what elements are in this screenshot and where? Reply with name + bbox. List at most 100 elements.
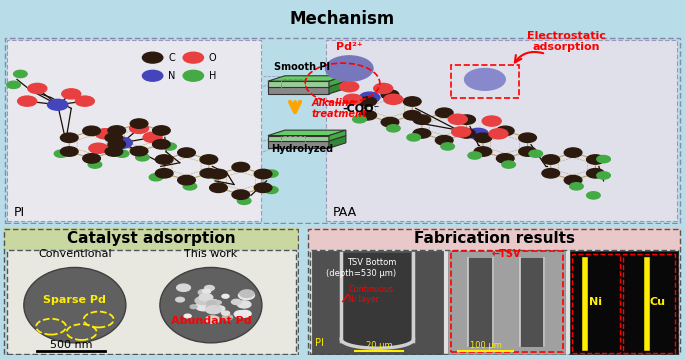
Circle shape bbox=[353, 116, 366, 123]
Polygon shape bbox=[268, 76, 346, 81]
Bar bbox=[307, 228, 682, 250]
Circle shape bbox=[214, 306, 225, 312]
Circle shape bbox=[115, 150, 129, 157]
Circle shape bbox=[210, 183, 227, 192]
Text: Hydrolyzed: Hydrolyzed bbox=[271, 144, 333, 154]
Circle shape bbox=[234, 311, 247, 317]
Circle shape bbox=[207, 300, 216, 306]
Circle shape bbox=[489, 129, 508, 139]
Circle shape bbox=[474, 133, 492, 143]
Circle shape bbox=[254, 169, 272, 179]
Circle shape bbox=[384, 94, 403, 104]
Circle shape bbox=[155, 169, 173, 178]
Circle shape bbox=[75, 96, 95, 106]
Bar bbox=[325, 40, 677, 222]
Polygon shape bbox=[329, 136, 346, 148]
Circle shape bbox=[502, 161, 515, 168]
Circle shape bbox=[163, 143, 176, 150]
Circle shape bbox=[143, 132, 162, 143]
Polygon shape bbox=[329, 130, 346, 141]
Circle shape bbox=[564, 176, 582, 185]
Circle shape bbox=[54, 150, 68, 157]
Circle shape bbox=[214, 300, 221, 304]
Circle shape bbox=[254, 183, 272, 192]
Circle shape bbox=[108, 126, 125, 135]
Text: 100 μm: 100 μm bbox=[470, 341, 501, 350]
Circle shape bbox=[407, 134, 421, 141]
Circle shape bbox=[153, 140, 170, 149]
Bar bbox=[451, 251, 562, 352]
Circle shape bbox=[413, 129, 431, 138]
Circle shape bbox=[564, 148, 582, 157]
Circle shape bbox=[149, 174, 163, 181]
Text: Continuous
Ni layer: Continuous Ni layer bbox=[348, 285, 393, 304]
Circle shape bbox=[202, 305, 212, 310]
Circle shape bbox=[183, 183, 197, 190]
Circle shape bbox=[211, 308, 219, 312]
Circle shape bbox=[183, 52, 203, 63]
Circle shape bbox=[199, 294, 213, 301]
Circle shape bbox=[464, 69, 506, 90]
Circle shape bbox=[177, 284, 190, 292]
Circle shape bbox=[238, 197, 251, 204]
Text: PAA: PAA bbox=[332, 206, 356, 219]
Text: Cu: Cu bbox=[649, 297, 666, 307]
Polygon shape bbox=[268, 141, 329, 148]
Bar bbox=[520, 258, 544, 346]
Text: PI: PI bbox=[315, 339, 324, 349]
Circle shape bbox=[340, 81, 359, 92]
Bar bbox=[282, 79, 306, 88]
Circle shape bbox=[62, 89, 81, 99]
Text: 500 nm: 500 nm bbox=[50, 340, 92, 350]
Circle shape bbox=[586, 155, 604, 164]
Circle shape bbox=[112, 137, 132, 148]
Polygon shape bbox=[329, 76, 346, 87]
Bar bbox=[3, 228, 299, 250]
Circle shape bbox=[183, 70, 203, 81]
Text: Conventional: Conventional bbox=[38, 249, 112, 259]
Circle shape bbox=[96, 129, 114, 139]
Circle shape bbox=[451, 127, 471, 137]
Circle shape bbox=[586, 169, 604, 178]
Circle shape bbox=[343, 94, 362, 104]
Circle shape bbox=[542, 155, 560, 164]
Circle shape bbox=[497, 154, 514, 163]
Polygon shape bbox=[329, 81, 346, 94]
Circle shape bbox=[232, 190, 249, 199]
Bar bbox=[451, 65, 519, 98]
Text: PI: PI bbox=[14, 206, 25, 219]
Circle shape bbox=[482, 116, 501, 126]
Bar bbox=[623, 254, 675, 353]
Text: H: H bbox=[209, 71, 216, 81]
Text: C: C bbox=[169, 53, 175, 63]
Circle shape bbox=[413, 115, 431, 124]
Circle shape bbox=[264, 186, 278, 194]
Bar bbox=[310, 250, 678, 354]
Polygon shape bbox=[268, 81, 346, 87]
Circle shape bbox=[232, 299, 241, 304]
Polygon shape bbox=[268, 136, 329, 141]
Circle shape bbox=[381, 117, 399, 127]
Polygon shape bbox=[341, 339, 414, 348]
Circle shape bbox=[105, 133, 123, 143]
Circle shape bbox=[529, 150, 543, 157]
Text: ←TSV: ←TSV bbox=[492, 249, 521, 259]
Circle shape bbox=[222, 294, 229, 298]
Circle shape bbox=[386, 125, 400, 132]
Text: Smooth PI: Smooth PI bbox=[274, 62, 329, 72]
Text: Catalyst adsorption: Catalyst adsorption bbox=[67, 231, 236, 246]
Circle shape bbox=[108, 140, 125, 149]
Text: This work: This work bbox=[184, 249, 238, 259]
Circle shape bbox=[374, 83, 393, 94]
Circle shape bbox=[441, 143, 454, 150]
Circle shape bbox=[142, 52, 163, 63]
Circle shape bbox=[570, 183, 583, 190]
Text: O: O bbox=[209, 53, 216, 63]
Circle shape bbox=[210, 169, 227, 179]
Circle shape bbox=[203, 303, 216, 309]
Bar bbox=[7, 250, 296, 354]
Circle shape bbox=[436, 108, 453, 117]
Circle shape bbox=[155, 155, 173, 164]
Circle shape bbox=[200, 169, 218, 178]
Circle shape bbox=[60, 133, 78, 143]
